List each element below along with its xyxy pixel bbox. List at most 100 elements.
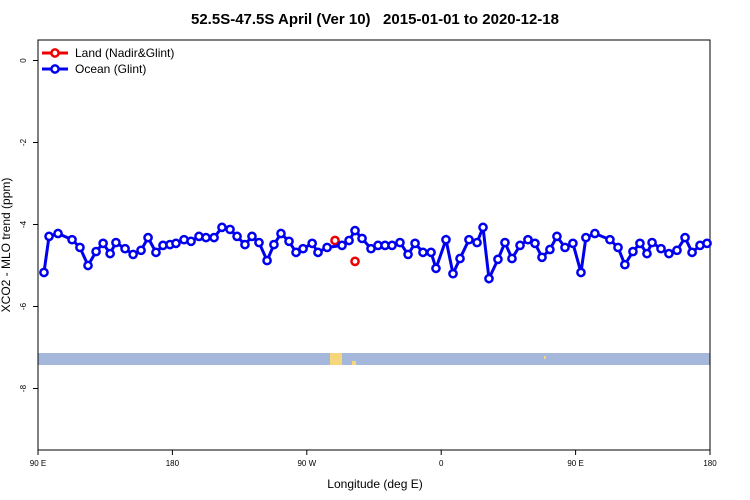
point [136, 245, 146, 256]
point [664, 248, 674, 259]
point [313, 247, 323, 258]
point [464, 234, 474, 245]
point [590, 228, 600, 239]
x-tick-label: 90 W [297, 459, 316, 468]
point [120, 243, 130, 254]
x-tick-label: 90 E [30, 459, 46, 468]
point [201, 232, 211, 243]
point [545, 244, 555, 255]
point [75, 242, 85, 253]
point [254, 237, 264, 248]
point [298, 243, 308, 254]
point [111, 237, 121, 248]
point [530, 238, 540, 249]
point [613, 242, 623, 253]
legend-label: Land (Nadir&Glint) [75, 46, 174, 60]
point [523, 234, 533, 245]
point [605, 234, 615, 245]
point [53, 228, 63, 239]
point [344, 235, 354, 246]
point [232, 231, 242, 242]
y-tick-label: -8 [19, 384, 28, 392]
point [628, 246, 638, 257]
point [426, 247, 436, 258]
x-tick-label: 180 [703, 459, 717, 468]
point [484, 273, 494, 284]
point [431, 263, 441, 274]
point [105, 248, 115, 259]
point [635, 238, 645, 249]
point [581, 232, 591, 243]
point [98, 238, 108, 249]
point [262, 255, 272, 266]
point [225, 224, 235, 235]
point [209, 232, 219, 243]
point [128, 249, 138, 260]
point [83, 260, 93, 271]
point [500, 237, 510, 248]
point [240, 239, 250, 250]
y-tick-label: -6 [19, 302, 28, 310]
point [576, 267, 586, 278]
point [687, 247, 697, 258]
point [656, 243, 666, 254]
point [67, 234, 77, 245]
point [247, 231, 257, 242]
point [350, 225, 360, 236]
legend-swatch [50, 64, 60, 74]
point [672, 245, 682, 256]
point [493, 254, 503, 265]
y-tick-label: 0 [19, 58, 28, 63]
y-tick-label: -4 [19, 220, 28, 228]
y-tick-label: -2 [19, 138, 28, 146]
x-tick-label: 0 [439, 459, 444, 468]
point [455, 253, 465, 264]
point [217, 222, 227, 233]
point [91, 246, 101, 257]
point [307, 238, 318, 249]
point [387, 240, 397, 251]
point [151, 247, 161, 258]
point [269, 239, 279, 250]
point [284, 236, 294, 247]
point [171, 238, 181, 249]
point [291, 247, 301, 258]
point [515, 240, 525, 251]
legend-label: Ocean (Glint) [75, 62, 146, 76]
point [568, 238, 578, 249]
point [642, 248, 652, 259]
point [448, 268, 458, 279]
point [560, 242, 570, 253]
y-axis-title: XCO2 - MLO trend (ppm) [0, 178, 13, 313]
surface-strip [38, 353, 710, 365]
point [322, 242, 332, 253]
point [39, 267, 49, 278]
x-axis-title: Longitude (deg E) [327, 477, 422, 491]
point [472, 237, 482, 248]
point [143, 232, 153, 243]
point [186, 236, 196, 247]
x-tick-label: 180 [166, 459, 180, 468]
point [620, 259, 630, 270]
point [418, 247, 428, 258]
point [507, 253, 517, 264]
point [478, 222, 488, 233]
point [410, 238, 420, 249]
point [395, 237, 405, 248]
point [276, 228, 286, 239]
point [647, 237, 657, 248]
point [680, 232, 690, 243]
point [44, 231, 54, 242]
point [337, 240, 347, 251]
point [552, 231, 562, 242]
point [441, 234, 451, 245]
legend-swatch [50, 48, 60, 58]
point [357, 233, 367, 244]
point [330, 235, 340, 246]
point [702, 238, 712, 249]
x-tick-label: 90 E [567, 459, 583, 468]
point [350, 256, 360, 267]
chart-title: 52.5S-47.5S April (Ver 10) 2015-01-01 to… [191, 11, 559, 28]
point [537, 252, 547, 263]
